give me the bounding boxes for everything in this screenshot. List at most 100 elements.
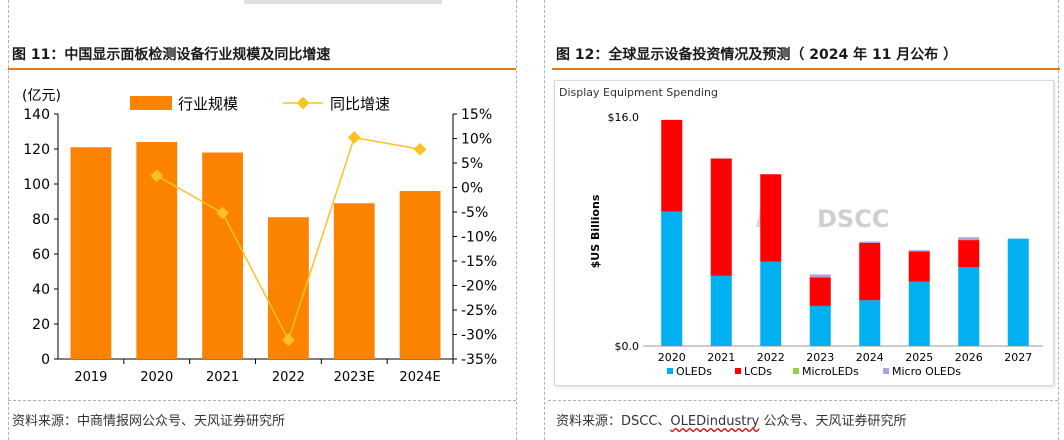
stacked-bar-oleds xyxy=(760,261,782,346)
left-y2-tick-label: -15% xyxy=(461,254,497,270)
left-y2-tick-label: -35% xyxy=(461,352,497,368)
left-source: 资料来源：中商情报网公众号、天风证券研究所 xyxy=(12,414,286,429)
left-x-tick-label: 2020 xyxy=(140,370,173,385)
right-source: 资料来源：DSCC、OLEDindustry 公众号、天风证券研究所 xyxy=(556,410,907,429)
left-y2-tick-label: 10% xyxy=(461,132,492,148)
right-x-tick-label: 2027 xyxy=(1004,351,1032,364)
right-source-wavy: OLEDindustry xyxy=(670,414,760,429)
mid-border-left xyxy=(516,0,517,440)
stacked-bar-lcds xyxy=(809,277,831,306)
growth-rate-point xyxy=(413,142,427,156)
left-y2-tick-label: -25% xyxy=(461,303,497,319)
legend-swatch-scale xyxy=(130,96,172,110)
left-x-tick-label: 2023E xyxy=(334,370,375,385)
stacked-bar-lcds xyxy=(958,240,980,268)
right-legend-label: MicroLEDs xyxy=(802,365,859,378)
growth-rate-point xyxy=(282,333,295,347)
top-bar xyxy=(244,0,442,4)
right-x-tick-label: 2025 xyxy=(905,351,933,364)
left-figure-title: 图 11：中国显示面板检测设备行业规模及同比增速 xyxy=(12,47,331,63)
stacked-bar-micro-oleds xyxy=(908,250,930,252)
left-y-tick-label: 20 xyxy=(32,317,50,333)
right-x-tick-label: 2026 xyxy=(955,351,983,364)
stacked-bar-oleds xyxy=(710,275,732,346)
stacked-bar-lcds xyxy=(661,119,683,212)
right-figure-title: 图 12：全球显示设备投资情况及预测（ 2024 年 11 月公布 ） xyxy=(556,47,958,63)
right-legend-label: LCDs xyxy=(744,365,772,378)
left-title-rule xyxy=(8,68,516,70)
right-panel: 图 12：全球显示设备投资情况及预测（ 2024 年 11 月公布 ） Disp… xyxy=(544,0,1064,440)
left-y-tick-label: 140 xyxy=(23,107,50,123)
bar-industry-scale xyxy=(202,152,243,359)
bar-industry-scale xyxy=(70,147,112,359)
stacked-bar-micro-oleds xyxy=(809,274,831,278)
right-chart-title: Display Equipment Spending xyxy=(559,86,718,99)
stacked-bar-lcds xyxy=(760,174,782,262)
left-x-tick-label: 2024E xyxy=(399,370,440,385)
right-border xyxy=(1058,0,1059,440)
dscc-watermark: DSCC xyxy=(817,205,889,233)
right-x-tick-label: 2020 xyxy=(658,351,686,364)
bar-industry-scale xyxy=(399,191,441,359)
stacked-bar-micro-oleds xyxy=(958,237,980,241)
stacked-bar-micro-oleds xyxy=(859,241,881,243)
left-y-tick-label: 40 xyxy=(32,282,50,298)
growth-rate-point xyxy=(150,169,164,183)
left-y2-tick-label: 0% xyxy=(461,181,483,197)
stacked-bar-lcds xyxy=(908,251,930,282)
left-y-tick-label: 80 xyxy=(32,212,50,228)
left-x-tick-label: 2019 xyxy=(74,370,107,385)
left-y2-tick-label: -20% xyxy=(461,279,497,295)
right-legend-swatch xyxy=(793,368,799,374)
stacked-bar-oleds xyxy=(908,281,930,346)
stacked-bar-oleds xyxy=(958,267,980,346)
left-y-tick-label: 0 xyxy=(41,352,50,368)
right-source-divider xyxy=(548,400,1058,401)
left-y2-tick-label: -5% xyxy=(461,205,488,221)
right-y-tick-label-min: $0.0 xyxy=(615,340,640,353)
left-y-tick-label: 60 xyxy=(32,247,50,263)
right-legend-swatch xyxy=(667,368,673,374)
left-y2-tick-label: -30% xyxy=(461,328,497,344)
left-source-divider xyxy=(8,400,516,401)
left-y-tick-label: 100 xyxy=(23,177,50,193)
right-chart-frame: Display Equipment Spending DSCC $US Billio… xyxy=(554,80,1054,386)
legend-label-scale: 行业规模 xyxy=(178,95,238,113)
growth-rate-point xyxy=(216,206,229,220)
right-source-prefix: 资料来源：DSCC、 xyxy=(556,414,671,429)
right-legend-swatch xyxy=(883,368,889,374)
stacked-bar-lcds xyxy=(859,242,881,301)
growth-rate-point xyxy=(347,131,361,144)
right-x-tick-label: 2024 xyxy=(856,351,884,364)
left-chart: (亿元) 0 20 40 60 80 100 120 140 15% 10% 5% 0% -5% -10% -… xyxy=(22,88,497,385)
bar-industry-scale xyxy=(333,203,375,359)
left-unit-label: (亿元) xyxy=(22,88,61,104)
left-panel: 图 11：中国显示面板检测设备行业规模及同比增速 (亿元) 0 20 40 60 80 10… xyxy=(0,0,520,440)
stacked-bar-oleds xyxy=(859,300,881,346)
right-legend-swatch xyxy=(735,368,741,374)
right-legend-label: OLEDs xyxy=(676,365,712,378)
stacked-bar-oleds xyxy=(1007,238,1029,346)
left-x-tick-label: 2022 xyxy=(272,370,305,385)
right-chart: Display Equipment Spending DSCC $US Billio… xyxy=(559,86,1043,378)
legend-swatch-growth-marker xyxy=(296,96,310,110)
right-x-tick-label: 2023 xyxy=(806,351,834,364)
left-y2-tick-label: 15% xyxy=(461,107,492,123)
left-y-tick-label: 120 xyxy=(23,142,50,158)
stacked-bar-oleds xyxy=(661,211,683,346)
right-title-rule xyxy=(552,68,1060,70)
stacked-bar-lcds xyxy=(710,158,732,276)
left-y2-tick-label: 5% xyxy=(461,156,483,172)
legend-label-growth: 同比增速 xyxy=(330,95,390,113)
right-y-axis-label: $US Billions xyxy=(589,194,602,268)
right-x-tick-label: 2021 xyxy=(707,351,735,364)
right-y-tick-label-max: $16.0 xyxy=(608,111,640,124)
stacked-bar-oleds xyxy=(809,305,831,346)
left-y2-tick-label: -10% xyxy=(461,230,497,246)
right-x-tick-label: 2022 xyxy=(757,351,785,364)
right-legend-label: Micro OLEDs xyxy=(892,365,961,378)
left-x-tick-label: 2021 xyxy=(206,370,239,385)
mid-border-right xyxy=(544,0,545,440)
right-source-suffix: 公众号、天风证券研究所 xyxy=(759,414,907,429)
left-border xyxy=(8,0,9,440)
